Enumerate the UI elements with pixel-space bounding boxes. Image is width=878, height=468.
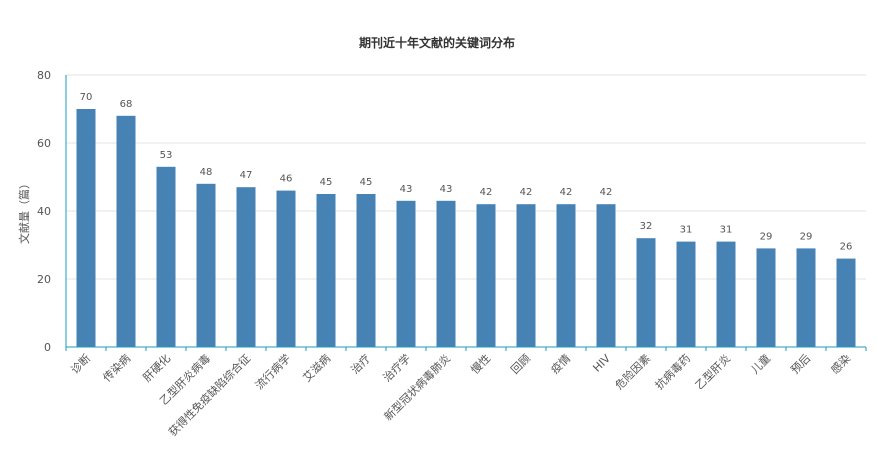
x-tick-label: 治疗学 xyxy=(380,351,413,384)
data-label: 43 xyxy=(400,184,413,195)
data-label: 70 xyxy=(80,92,93,103)
data-label: 26 xyxy=(840,242,853,253)
x-tick-label: 危险因素 xyxy=(612,351,653,392)
x-tick-label: 诊断 xyxy=(68,351,93,376)
bar[interactable] xyxy=(356,194,376,347)
bar[interactable] xyxy=(156,166,176,347)
x-tick-label: 抗病毒药 xyxy=(652,351,693,392)
x-tick-label: 治疗 xyxy=(348,351,373,376)
data-label: 47 xyxy=(240,170,253,181)
y-tick-label: 0 xyxy=(44,341,51,354)
bar[interactable] xyxy=(116,115,136,347)
y-tick-label: 40 xyxy=(37,205,51,218)
x-tick-label: 肝硬化 xyxy=(140,351,173,384)
data-label: 42 xyxy=(560,187,573,198)
y-tick-label: 80 xyxy=(37,69,51,82)
y-tick-label: 20 xyxy=(37,273,51,286)
bar[interactable] xyxy=(436,200,456,347)
x-tick-label: 感染 xyxy=(828,351,853,376)
chart-title: 期刊近十年文献的关键词分布 xyxy=(359,35,515,50)
bar[interactable] xyxy=(76,109,96,347)
data-label: 43 xyxy=(440,184,453,195)
data-label: 31 xyxy=(680,225,693,236)
bar[interactable] xyxy=(276,190,296,347)
x-tick-label: HIV xyxy=(590,352,613,375)
data-label: 29 xyxy=(760,231,773,242)
x-tick-label: 乙型肝炎 xyxy=(692,351,733,392)
x-tick-label: 疫情 xyxy=(548,351,573,376)
x-tick-label: 流行病学 xyxy=(252,351,293,392)
bar[interactable] xyxy=(756,248,776,347)
data-label: 48 xyxy=(200,167,213,178)
data-label: 42 xyxy=(600,187,613,198)
gridlines xyxy=(66,74,866,280)
x-tick-label: 新型冠状病毒肺炎 xyxy=(381,351,453,423)
x-tick-label: 预后 xyxy=(788,352,813,377)
bar[interactable] xyxy=(676,241,696,347)
bar[interactable] xyxy=(236,187,256,347)
data-label: 45 xyxy=(320,177,333,188)
bar[interactable] xyxy=(516,204,536,347)
data-label: 68 xyxy=(120,99,133,110)
data-label: 32 xyxy=(640,221,653,232)
bar[interactable] xyxy=(476,204,496,347)
bar[interactable] xyxy=(556,204,576,347)
bar[interactable] xyxy=(316,194,336,347)
x-tick-label: 儿童 xyxy=(748,351,773,376)
x-tick-label: 慢性 xyxy=(468,351,493,376)
data-label: 42 xyxy=(480,187,493,198)
x-tick-label: 传染病 xyxy=(100,351,133,384)
data-label: 29 xyxy=(800,231,813,242)
data-label: 31 xyxy=(720,225,733,236)
bar[interactable] xyxy=(636,238,656,347)
data-label: 42 xyxy=(520,187,533,198)
y-tick-label: 60 xyxy=(37,137,51,150)
y-axis-label: 文献量（篇） xyxy=(17,178,31,244)
data-label: 46 xyxy=(280,174,293,185)
x-tick-label: 艾滋病 xyxy=(300,351,333,384)
data-label: 53 xyxy=(160,150,173,161)
bar[interactable] xyxy=(716,241,736,347)
bar[interactable] xyxy=(836,258,856,347)
bar[interactable] xyxy=(796,248,816,347)
x-tick-label: 回顾 xyxy=(508,352,533,377)
bars: 70 68 53 48 47 46 45 45 43 43 42 42 42 42 32 31 31 29 29 26 xyxy=(76,92,856,347)
bar[interactable] xyxy=(396,200,416,347)
bar[interactable] xyxy=(196,183,216,347)
bar[interactable] xyxy=(596,204,616,347)
data-label: 45 xyxy=(360,177,373,188)
